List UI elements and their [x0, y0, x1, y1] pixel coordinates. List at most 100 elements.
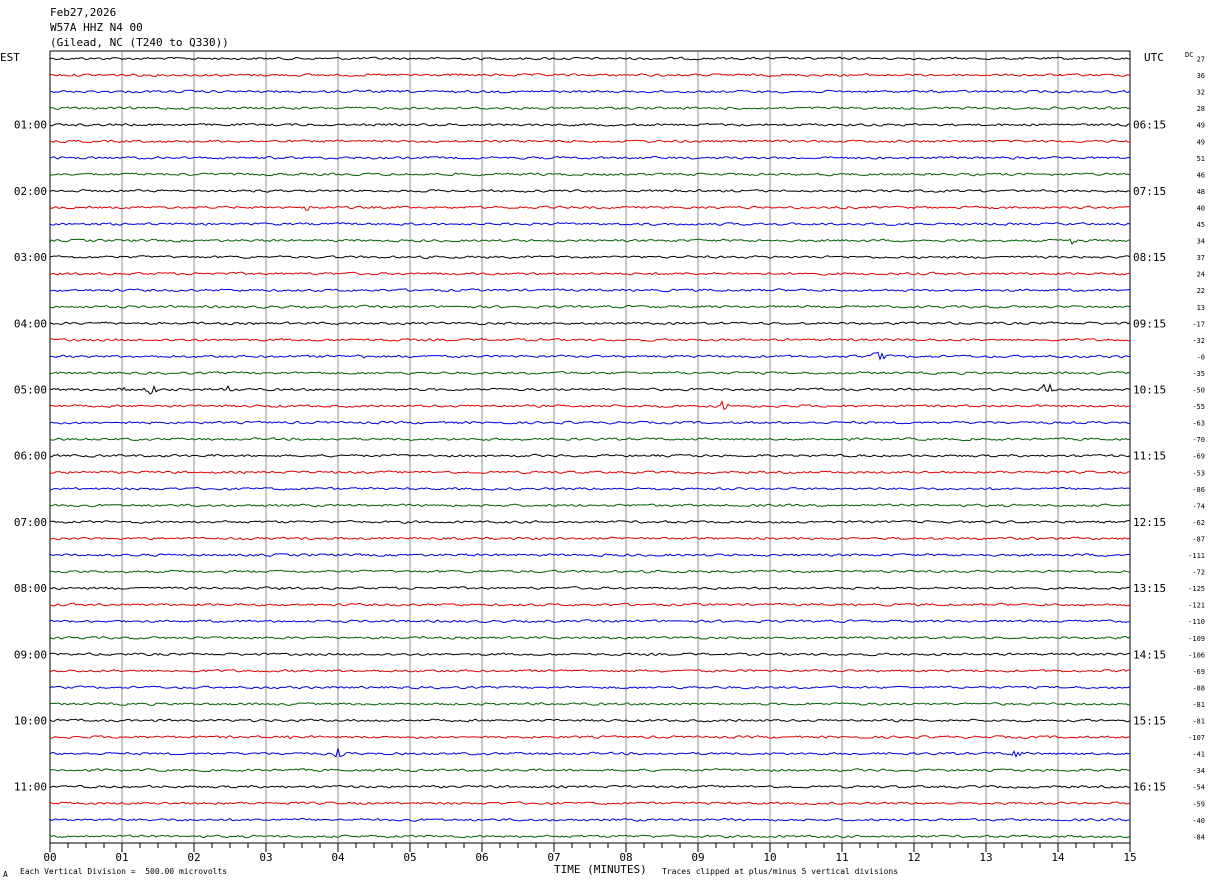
seismic-trace	[49, 238, 1131, 246]
dc-offset-label: -54	[1192, 784, 1205, 792]
clip-note: Traces clipped at plus/minus 5 vertical …	[662, 867, 899, 876]
seismic-trace	[49, 89, 1131, 94]
left-timezone: EST	[0, 51, 20, 64]
x-tick-label: 10	[763, 851, 776, 864]
seismic-trace	[49, 188, 1131, 193]
seismic-trace	[49, 155, 1131, 160]
dc-offset-label: -69	[1192, 453, 1205, 461]
dc-offset-label: -53	[1192, 469, 1205, 477]
right-hour-label: 09:15	[1133, 317, 1166, 330]
seismic-trace	[49, 748, 1131, 758]
dc-offset-label: 51	[1197, 155, 1205, 163]
seismic-trace	[49, 834, 1131, 839]
seismic-trace	[49, 73, 1131, 78]
right-timezone: UTC	[1144, 51, 1164, 64]
x-tick-label: 12	[907, 851, 920, 864]
left-hour-label: 10:00	[14, 715, 47, 728]
seismic-trace	[49, 420, 1131, 425]
dc-offset-label: -32	[1192, 337, 1205, 345]
dc-offset-label: 22	[1197, 287, 1205, 295]
dc-offset-label: -62	[1192, 519, 1205, 527]
dc-offset-label: 32	[1197, 89, 1205, 97]
seismic-trace	[49, 569, 1131, 574]
seismic-trace	[49, 288, 1131, 293]
x-tick-label: 14	[1051, 851, 1065, 864]
seismic-trace	[49, 321, 1131, 326]
seismic-trace	[49, 337, 1131, 342]
dc-offset-label: 28	[1197, 105, 1205, 113]
seismic-trace	[49, 801, 1131, 806]
seismic-trace	[49, 106, 1131, 111]
seismic-trace	[49, 602, 1131, 607]
seismic-trace	[50, 453, 1131, 458]
scale-note: Each Vertical Division = 500.00 microvol…	[20, 867, 228, 876]
x-tick-label: 15	[1123, 851, 1136, 864]
left-hour-label: 08:00	[14, 582, 47, 595]
header: Feb27,2026 W57A HHZ N4 00 (Gilead, NC (T…	[50, 5, 229, 50]
dc-offset-label: -87	[1192, 535, 1205, 543]
x-tick-label: 05	[403, 851, 416, 864]
dc-offset-label: -59	[1192, 800, 1205, 808]
left-hour-label: 01:00	[14, 119, 47, 132]
dc-offset-label: 49	[1197, 138, 1205, 146]
dc-offset-label: -110	[1188, 618, 1205, 626]
seismic-trace	[49, 784, 1130, 789]
dc-offset-label: -0	[1197, 353, 1205, 361]
x-tick-label: 08	[619, 851, 632, 864]
seismic-trace	[49, 56, 1131, 61]
corner-mark: A	[3, 870, 8, 879]
right-hour-label: 12:15	[1133, 516, 1166, 529]
right-hour-label: 08:15	[1133, 251, 1166, 264]
seismic-trace	[49, 351, 1131, 361]
dc-offset-label: -109	[1188, 635, 1205, 643]
dc-offset-label: -41	[1192, 751, 1205, 759]
right-hour-label: 15:15	[1133, 715, 1166, 728]
seismic-trace	[49, 685, 1131, 690]
seismic-trace	[50, 139, 1131, 144]
seismic-trace	[49, 635, 1131, 640]
dc-offset-label: -70	[1192, 436, 1205, 444]
dc-offset-label: -121	[1188, 602, 1205, 610]
left-hour-label: 11:00	[14, 781, 47, 794]
left-hour-label: 03:00	[14, 251, 47, 264]
seismic-trace	[49, 718, 1131, 723]
dc-offset-label: -69	[1192, 668, 1205, 676]
seismic-trace	[49, 520, 1130, 524]
seismic-trace	[49, 304, 1131, 309]
header-date: Feb27,2026	[50, 6, 117, 19]
dc-offset-label: -74	[1192, 502, 1205, 510]
seismic-trace	[49, 400, 1131, 411]
seismic-trace	[49, 702, 1130, 706]
x-tick-label: 13	[979, 851, 992, 864]
seismic-trace	[49, 503, 1131, 508]
x-tick-label: 03	[259, 851, 272, 864]
seismic-trace	[49, 172, 1131, 177]
dc-offset-label: -81	[1192, 718, 1205, 726]
header-location: (Gilead, NC (T240 to Q330))	[50, 36, 229, 49]
x-axis-title: TIME (MINUTES)	[554, 863, 647, 876]
left-hour-label: 07:00	[14, 516, 47, 529]
seismic-trace	[49, 652, 1131, 657]
seismic-trace	[49, 222, 1131, 226]
dc-offset-label: 40	[1197, 204, 1205, 212]
x-tick-label: 11	[835, 851, 848, 864]
seismic-trace	[49, 437, 1131, 442]
seismic-trace	[49, 817, 1131, 822]
right-hour-label: 10:15	[1133, 384, 1166, 397]
seismic-trace	[49, 735, 1131, 740]
seismic-trace	[49, 371, 1131, 375]
right-hour-label: 14:15	[1133, 648, 1166, 661]
x-tick-label: 00	[43, 851, 56, 864]
dc-offset-label: 37	[1197, 254, 1205, 262]
seismic-trace	[49, 255, 1131, 260]
dc-offset-label: 24	[1197, 271, 1205, 279]
left-hour-label: 02:00	[14, 185, 47, 198]
seismic-trace	[49, 553, 1131, 557]
dc-offset-label: 45	[1197, 221, 1205, 229]
dc-offset-label: -55	[1192, 403, 1205, 411]
left-hour-label: 05:00	[14, 384, 47, 397]
dc-offset-label: -72	[1192, 569, 1205, 577]
dc-offset-label: 34	[1197, 238, 1205, 246]
seismic-trace	[49, 768, 1131, 773]
